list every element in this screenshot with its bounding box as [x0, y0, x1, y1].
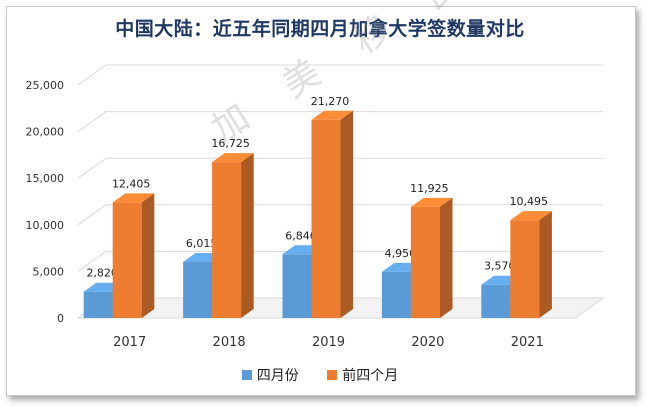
bar-side	[141, 193, 155, 318]
bar-side	[439, 197, 453, 318]
bar	[212, 162, 242, 318]
bar-top	[311, 110, 354, 120]
data-label: 6,015	[186, 237, 218, 250]
legend: 四月份 前四个月	[0, 365, 640, 385]
bar	[183, 261, 213, 318]
gridline	[77, 157, 603, 179]
legend-swatch-april	[241, 370, 252, 380]
data-label: 16,725	[211, 137, 250, 150]
bar-top	[212, 153, 254, 163]
bar-top	[510, 211, 552, 221]
gridline	[77, 64, 603, 86]
y-tick-label: 5,000	[33, 265, 65, 278]
x-tick-label: 2017	[113, 335, 146, 350]
y-tick-label: 0	[57, 312, 64, 325]
bar	[83, 291, 113, 318]
legend-item-first-four-months: 前四个月	[327, 365, 398, 385]
bar	[481, 284, 511, 318]
legend-swatch-first-four-months	[327, 370, 338, 380]
bar	[282, 254, 312, 318]
data-label: 2,820	[86, 267, 118, 280]
data-label: 3,570	[484, 260, 516, 273]
legend-item-april: 四月份	[241, 365, 299, 385]
bar	[410, 206, 440, 318]
gridline	[77, 111, 603, 133]
bar-top	[112, 193, 155, 203]
y-tick-label: 25,000	[26, 79, 65, 92]
x-tick-label: 2019	[312, 335, 345, 350]
bar	[381, 271, 411, 318]
chart-title: 中国大陆：近五年同期四月加拿大学签数量对比	[115, 18, 525, 40]
bar-side	[340, 110, 354, 318]
data-label: 6,840	[285, 229, 317, 242]
y-tick-label: 15,000	[26, 172, 65, 185]
data-label: 12,405	[112, 177, 151, 190]
data-label: 10,495	[510, 195, 549, 208]
bar	[112, 202, 142, 318]
data-label: 4,950	[385, 247, 417, 260]
bar	[510, 220, 540, 318]
data-label: 21,270	[311, 95, 350, 108]
y-tick-label: 10,000	[26, 219, 65, 232]
y-tick-label: 20,000	[26, 126, 65, 139]
data-label: 11,925	[410, 182, 449, 195]
x-tick-label: 2021	[511, 335, 544, 350]
x-tick-label: 2020	[411, 335, 444, 350]
bar-side	[539, 211, 552, 318]
bar	[311, 119, 341, 318]
legend-label-first-four-months: 前四个月	[342, 368, 399, 384]
legend-label-april: 四月份	[256, 368, 299, 384]
bar-side	[241, 153, 254, 318]
x-tick-label: 2018	[213, 335, 246, 350]
bar-top	[410, 197, 453, 207]
